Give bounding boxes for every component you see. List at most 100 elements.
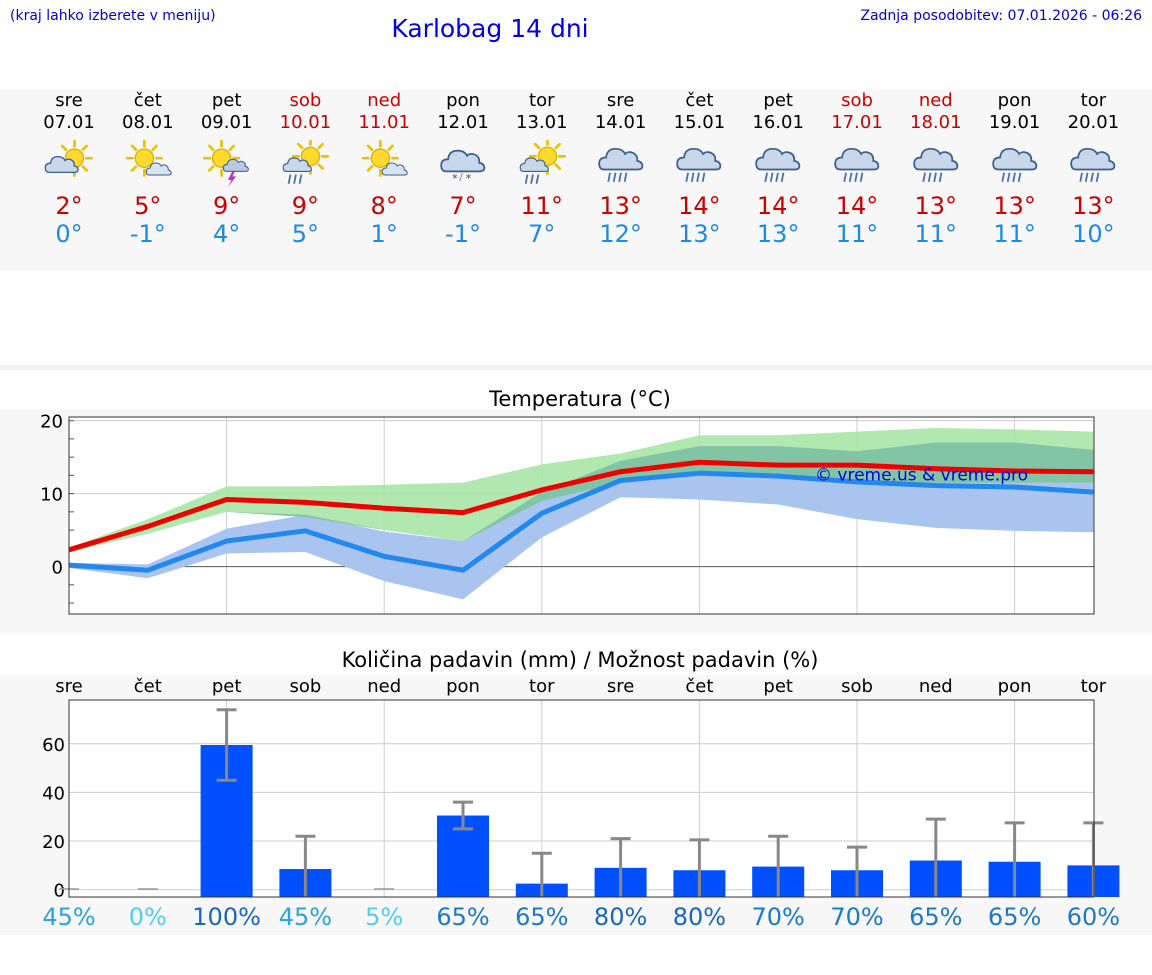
min-temperature: 10° <box>1072 220 1115 248</box>
precipitation-chart-title: Količina padavin (mm) / Možnost padavin … <box>341 648 819 672</box>
max-temperature: 14° <box>756 192 800 220</box>
precipitation-probability: 45% <box>42 903 96 931</box>
precipitation-x-tick-label: sob <box>289 676 321 697</box>
cloud-rain-icon <box>676 147 722 182</box>
min-temperature: -1° <box>445 220 481 248</box>
day-date: 10.01 <box>279 112 332 133</box>
min-temperature: 1° <box>370 220 398 248</box>
precipitation-probability: 5% <box>365 903 404 931</box>
precipitation-x-tick-label: pet <box>763 676 793 697</box>
precipitation-x-tick-label: čet <box>685 676 713 697</box>
temperature-y-tick-label: 10 <box>40 485 63 506</box>
max-temperature: 13° <box>1072 192 1115 220</box>
day-date: 11.01 <box>358 112 410 133</box>
sun-thunder-icon <box>202 140 249 188</box>
cloud-rain-icon <box>913 147 959 182</box>
max-temperature: 13° <box>599 192 642 220</box>
sun-small-cloud-icon <box>125 140 172 177</box>
cloud-rain-icon <box>755 147 801 182</box>
day-date: 20.01 <box>1067 112 1120 133</box>
day-date: 17.01 <box>831 112 883 133</box>
temperature-y-tick-label: 0 <box>52 558 63 579</box>
precipitation-probability: 65% <box>987 903 1042 931</box>
precipitation-probability: 80% <box>593 903 648 931</box>
precipitation-x-tick-label: sre <box>607 676 634 697</box>
day-name: tor <box>529 90 555 111</box>
cloud-rain-icon <box>1070 147 1116 182</box>
day-column: pon 19.01 13° 11° <box>980 90 1050 248</box>
min-temperature: 7° <box>528 220 556 248</box>
max-temperature: 14° <box>835 192 879 220</box>
precipitation-x-tick-label: ned <box>367 676 401 697</box>
cloud-rain-icon <box>597 147 643 182</box>
day-date: 15.01 <box>673 112 726 133</box>
precipitation-x-tick-label: tor <box>1081 676 1107 697</box>
svg-text:/: / <box>459 172 463 183</box>
max-temperature: 8° <box>370 192 398 220</box>
precipitation-x-tick-label: pet <box>212 676 242 697</box>
day-column: čet 15.01 14° 13° <box>664 90 734 248</box>
min-temperature-line <box>68 470 1094 573</box>
max-temperature: 13° <box>993 192 1036 220</box>
max-temperature: 2° <box>55 192 83 220</box>
sun-rain-icon <box>283 140 330 184</box>
day-date: 08.01 <box>122 112 174 133</box>
min-temperature: 4° <box>212 220 241 248</box>
precipitation-x-tick-label: sob <box>841 676 873 697</box>
max-temperature: 5° <box>134 192 162 220</box>
day-name: pon <box>997 90 1032 111</box>
temperature-chart-title: Temperatura (°C) <box>489 387 671 411</box>
min-temperature: 13° <box>756 220 800 248</box>
min-temperature: 12° <box>599 220 642 248</box>
max-temperature: 9° <box>291 192 320 220</box>
day-date: 14.01 <box>594 112 647 133</box>
max-temperature: 7° <box>449 192 477 220</box>
precipitation-x-tick-label: tor <box>529 676 555 697</box>
day-column: tor 13.01 11° 7° <box>507 90 577 248</box>
precipitation-y-tick-label: 40 <box>42 783 65 804</box>
day-date: 12.01 <box>437 112 489 133</box>
max-temperature-line <box>68 459 1094 553</box>
svg-text:*: * <box>466 172 472 185</box>
cloud-rain-icon <box>834 147 880 182</box>
precipitation-probability: 65% <box>515 903 569 931</box>
cloud-snow-icon: * / * <box>440 149 486 185</box>
cloud-rain-icon <box>991 147 1037 182</box>
min-temperature: 0° <box>55 220 83 248</box>
day-date: 09.01 <box>200 112 253 133</box>
min-temperature: 5° <box>291 220 320 248</box>
day-name: sre <box>55 90 83 111</box>
precipitation-probability: 70% <box>830 903 884 931</box>
temperature-plot-frame <box>68 416 1095 615</box>
precipitation-probability: 60% <box>1066 903 1121 931</box>
min-temperature: 11° <box>993 220 1036 248</box>
day-name: čet <box>133 90 162 111</box>
min-temperature: 11° <box>914 220 958 248</box>
day-column: čet 08.01 5° -1° <box>113 90 183 248</box>
min-temperature: 11° <box>835 220 879 248</box>
day-column: sob 17.01 14° 11° <box>822 90 892 248</box>
day-column: sre 14.01 13° 12° <box>586 90 656 248</box>
precipitation-probability: 100% <box>192 903 261 931</box>
max-temperature: 13° <box>914 192 958 220</box>
day-name: sob <box>289 90 322 111</box>
day-name: pet <box>763 90 793 111</box>
precipitation-probability: 80% <box>672 903 727 931</box>
sun-small-cloud-icon <box>361 140 408 177</box>
daily-summary-band <box>0 90 1152 270</box>
day-name: čet <box>685 90 714 111</box>
precipitation-y-tick-label: 20 <box>42 832 65 853</box>
day-name: ned <box>367 90 402 111</box>
precipitation-y-tick-label: 0 <box>54 881 65 902</box>
day-date: 18.01 <box>910 112 962 133</box>
page-title: Karlobag 14 dni <box>391 14 589 43</box>
precipitation-x-tick-label: pon <box>998 676 1032 697</box>
day-name: sre <box>606 90 635 111</box>
day-date: 19.01 <box>988 112 1041 133</box>
temperature-y-tick-label: 20 <box>40 412 63 433</box>
location-menu-hint[interactable]: (kraj lahko izberete v meniju) <box>10 8 216 24</box>
day-name: tor <box>1080 90 1107 111</box>
last-updated-label: Zadnja posodobitev: 07.01.2026 - 06:26 <box>860 8 1142 24</box>
day-date: 13.01 <box>516 112 568 133</box>
